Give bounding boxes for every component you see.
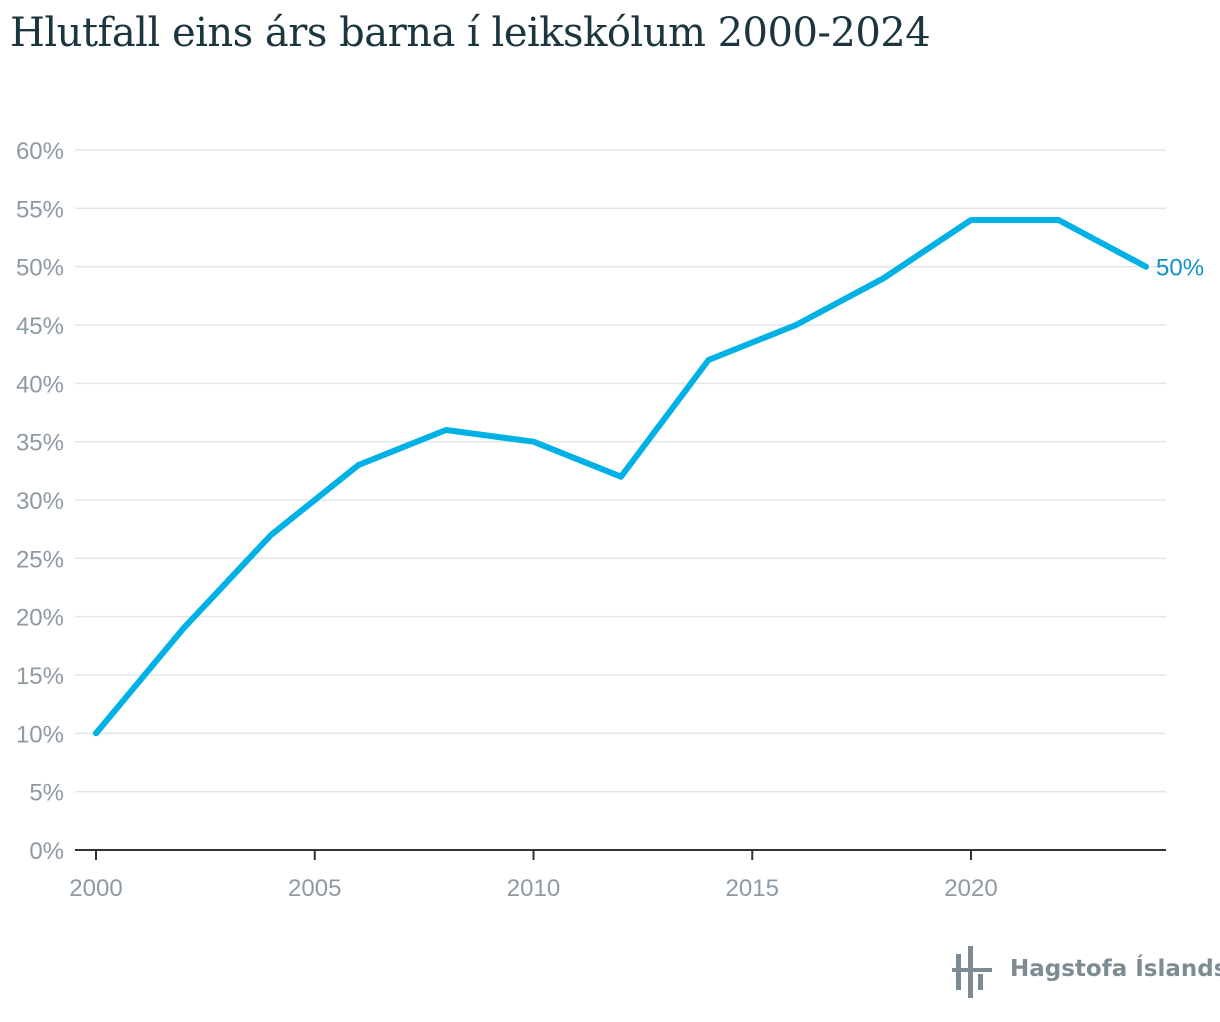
x-tick-label-2005: 2005 <box>288 875 341 902</box>
data-labels: 50% <box>1156 255 1204 282</box>
x-axis: 2000 2005 2010 2015 2020 <box>69 849 1166 902</box>
y-axis-ticks: 0% 5% 10% 15% 20% 25% 30% 35% 40% 45% 50% 55% 60% <box>16 138 64 865</box>
y-tick-label-5: 5% <box>29 780 64 807</box>
hagstofa-logo-icon <box>952 946 992 998</box>
series-line-0 <box>93 217 1149 737</box>
y-tick-label-60: 60% <box>16 138 64 165</box>
y-tick-label-50: 50% <box>16 255 64 282</box>
x-tick-label-2020: 2020 <box>944 875 997 902</box>
hagstofa-logo: Hagstofa Íslands <box>952 944 1220 1000</box>
hagstofa-logo-text: Hagstofa Íslands <box>1010 956 1220 982</box>
end-value-label: 50% <box>1156 255 1204 282</box>
chart-title: Hlutfall eins árs barna í leikskólum 200… <box>10 10 931 56</box>
y-tick-label-20: 20% <box>16 605 64 632</box>
gridlines <box>75 149 1166 793</box>
y-tick-label-45: 45% <box>16 313 64 340</box>
y-tick-label-55: 55% <box>16 196 64 223</box>
y-tick-label-35: 35% <box>16 430 64 457</box>
y-tick-label-25: 25% <box>16 546 64 573</box>
series-layer <box>93 217 1149 737</box>
y-tick-label-15: 15% <box>16 663 64 690</box>
x-tick-label-2015: 2015 <box>726 875 779 902</box>
y-tick-label-30: 30% <box>16 488 64 515</box>
x-tick-label-2010: 2010 <box>507 875 560 902</box>
y-tick-label-40: 40% <box>16 371 64 398</box>
x-tick-label-2000: 2000 <box>69 875 122 902</box>
y-tick-label-0: 0% <box>29 838 64 865</box>
y-tick-label-10: 10% <box>16 721 64 748</box>
